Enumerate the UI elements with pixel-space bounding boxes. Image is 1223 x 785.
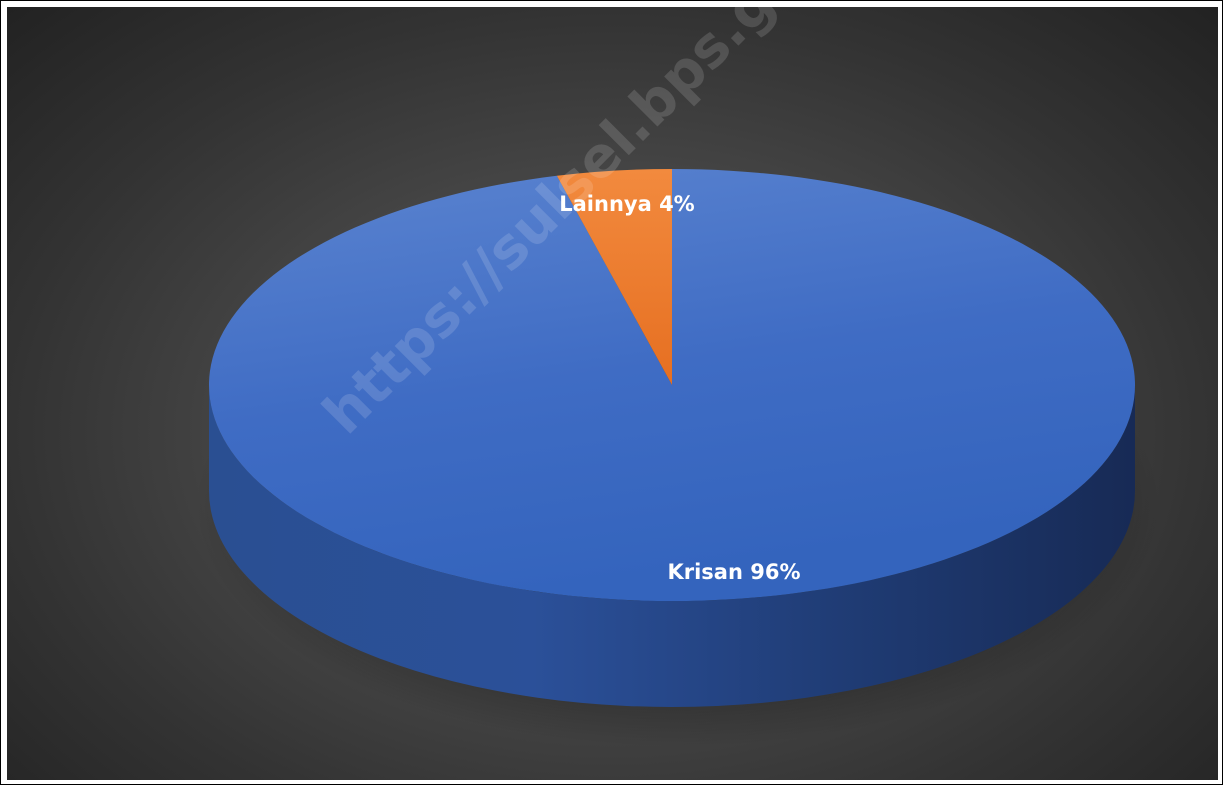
- chart-area: https://sulsel.bps.go.id Krisan 96%Lainn…: [7, 7, 1218, 780]
- pie-slice-krisan: [209, 169, 1136, 602]
- pie-slice-lainnya: [556, 169, 672, 385]
- pie-side-wall: [209, 385, 1135, 707]
- pie-slices: [209, 169, 1136, 602]
- data-label-krisan: Krisan 96%: [667, 560, 800, 584]
- data-label-lainnya: Lainnya 4%: [559, 192, 694, 216]
- pie-labels: Krisan 96% Lainnya 4%: [559, 192, 800, 584]
- pie-chart: https://sulsel.bps.go.id Krisan 96%Lainn…: [195, 7, 1161, 747]
- pie-side-walls: [209, 385, 1135, 707]
